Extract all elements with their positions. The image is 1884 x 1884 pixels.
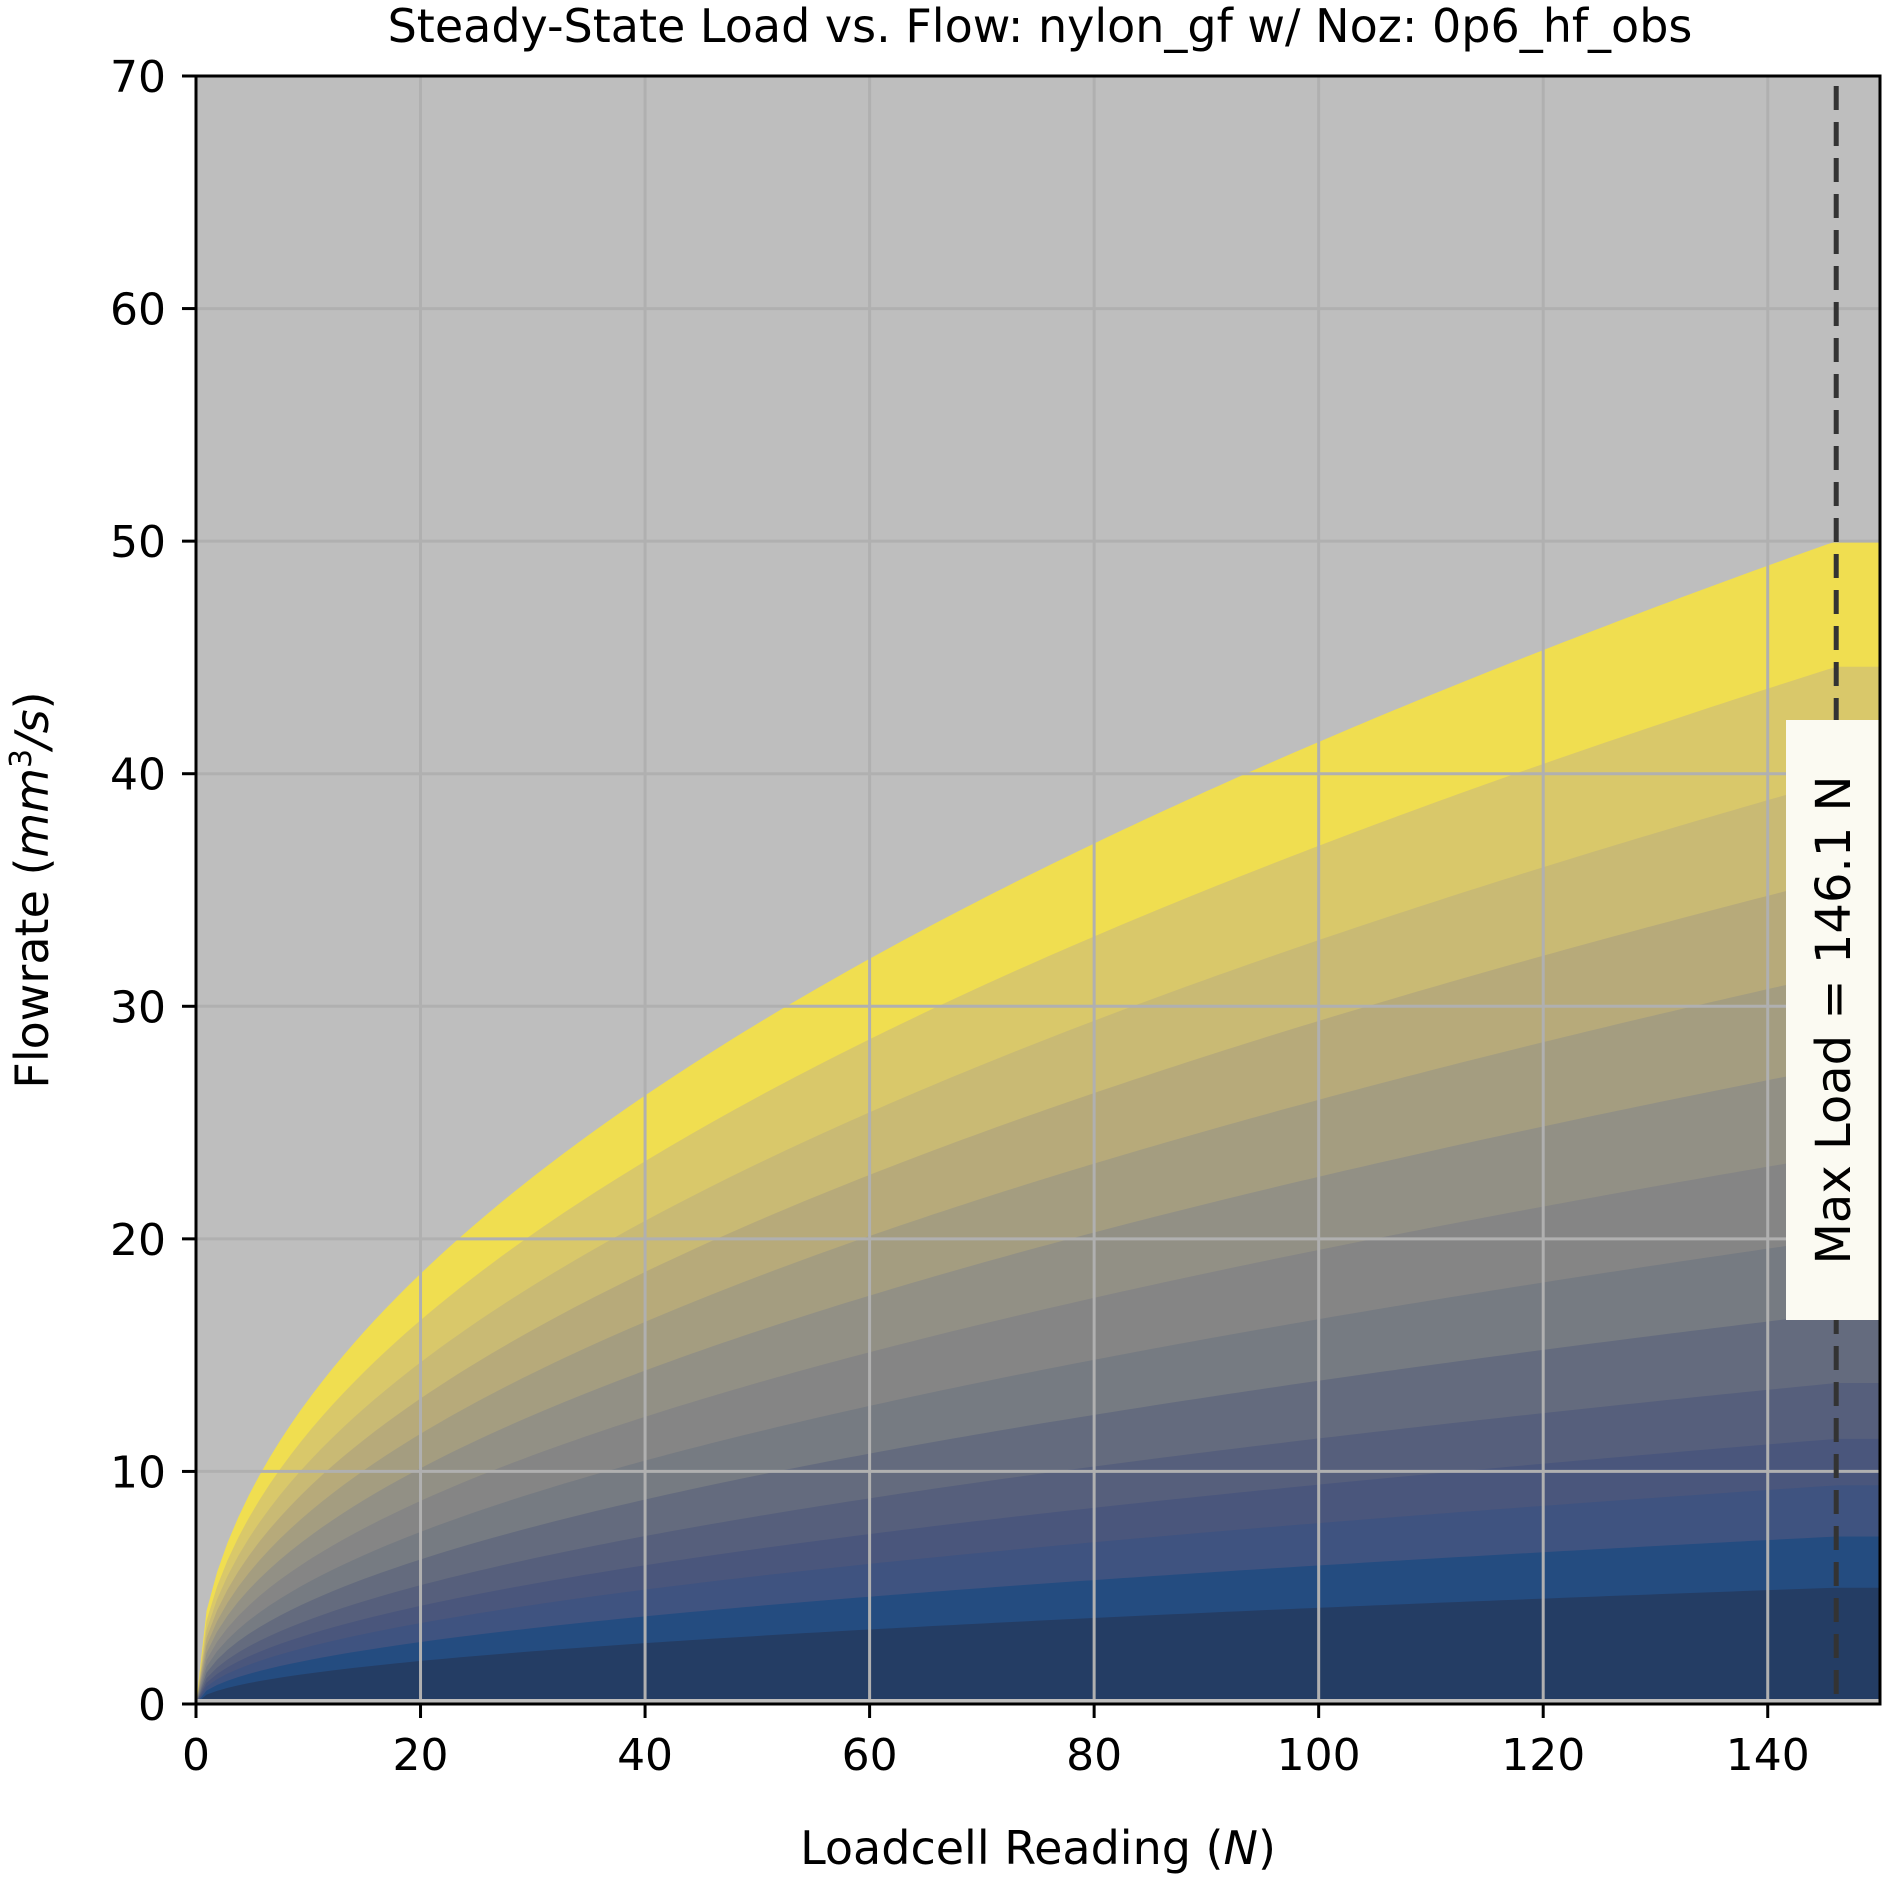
flow-band-14 [196, 1587, 1880, 1704]
x-tick-label: 140 [1726, 1730, 1810, 1781]
y-tick-label: 0 [138, 1680, 166, 1731]
x-tick-label: 20 [393, 1730, 449, 1781]
max-load-label-box [1786, 720, 1882, 1320]
plot-frame [194, 74, 1882, 1706]
x-tick-label: 0 [182, 1730, 210, 1781]
max-load-label: Max Load = 146.1 N [1806, 776, 1862, 1265]
y-tick-label: 60 [110, 285, 166, 336]
y-axis-ticks: 0 10 20 30 40 50 60 70 [110, 52, 196, 1731]
max-load-annotation: Max Load = 146.1 N [1786, 720, 1882, 1320]
x-tick-label: 60 [842, 1730, 898, 1781]
y-tick-label: 40 [110, 750, 166, 801]
y-tick-label: 30 [110, 982, 166, 1033]
x-tick-label: 100 [1277, 1730, 1361, 1781]
x-axis-label: Loadcell Reading (N) [800, 1821, 1276, 1875]
x-tick-label: 120 [1501, 1730, 1585, 1781]
x-axis-ticks: 0 20 40 60 80 100 120 140 [182, 1704, 1810, 1781]
y-tick-label: 70 [110, 52, 166, 103]
y-axis-label: Flowrate (mm3/s) [4, 691, 60, 1088]
y-tick-label: 10 [110, 1447, 166, 1498]
chart-title: Steady-State Load vs. Flow: nylon_gf w/ … [388, 0, 1693, 53]
y-tick-label: 50 [110, 517, 166, 568]
grid-lines [196, 76, 1880, 1704]
x-tick-label: 40 [617, 1730, 673, 1781]
y-tick-label: 20 [110, 1215, 166, 1266]
x-tick-label: 80 [1066, 1730, 1122, 1781]
